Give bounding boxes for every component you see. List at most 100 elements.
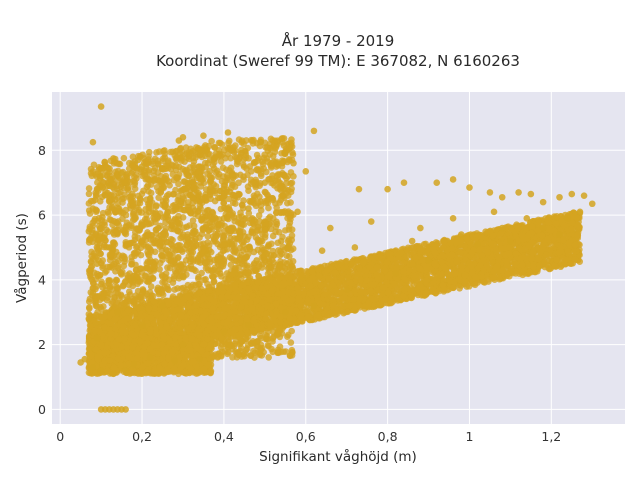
scatter-point (228, 240, 236, 248)
scatter-point (85, 227, 93, 235)
x-tick-label: 0,2 (132, 429, 152, 444)
scatter-point (85, 315, 93, 323)
scatter-point (110, 370, 117, 378)
scatter-point (130, 276, 138, 284)
scatter-point (400, 179, 408, 186)
x-axis-ticks: 0 0,2 0,4 0,6 0,8 1 1,2 (56, 429, 561, 444)
chart-title-line-1: År 1979 - 2019 (282, 31, 395, 50)
scatter-point (490, 208, 498, 216)
scatter-point (302, 168, 310, 175)
scatter-point (527, 190, 535, 198)
scatter-point (539, 224, 547, 232)
scatter-point (556, 231, 563, 238)
scatter-point (425, 257, 432, 264)
scatter-point (515, 189, 522, 196)
scatter-point (134, 156, 142, 164)
y-tick-label: 0 (38, 402, 46, 417)
scatter-point (97, 367, 105, 374)
scatter-point (171, 357, 179, 365)
scatter-point (163, 211, 170, 219)
scatter-point (449, 215, 457, 222)
scatter-point (89, 205, 97, 212)
scatter-point (327, 224, 334, 232)
scatter-point (89, 364, 97, 371)
scatter-point (486, 189, 494, 196)
scatter-point (245, 205, 252, 212)
scatter-point (261, 179, 269, 186)
scatter-point (498, 193, 506, 201)
scatter-point (224, 129, 232, 136)
scatter-point (277, 237, 285, 245)
scatter-point (179, 273, 187, 280)
scatter-point (355, 185, 363, 193)
scatter-point (580, 192, 588, 199)
scatter-point (290, 159, 297, 167)
scatter-point (155, 224, 162, 232)
scatter-point (97, 172, 105, 180)
scatter-point (539, 198, 547, 206)
x-tick-label: 1 (465, 429, 473, 444)
scatter-point (97, 103, 105, 110)
scatter-point (310, 302, 318, 310)
scatter-point (122, 367, 129, 374)
scatter-point (118, 169, 125, 177)
scatter-point (110, 155, 117, 162)
scatter-point (384, 185, 391, 193)
scatter-point (498, 224, 506, 232)
scatter-point (367, 218, 375, 225)
scatter-point (114, 308, 121, 316)
scatter-point (576, 208, 584, 216)
scatter-point (343, 286, 350, 293)
scatter-point (93, 185, 101, 193)
scatter-point (93, 334, 101, 342)
scatter-point (433, 179, 441, 186)
scatter-point (138, 321, 146, 329)
y-tick-label: 2 (38, 337, 46, 352)
scatter-point (281, 308, 289, 316)
scatter-point (310, 127, 318, 135)
y-axis-label: Vågperiod (s) (13, 213, 30, 303)
y-tick-label: 4 (38, 272, 46, 287)
scatter-point (281, 150, 289, 157)
y-axis-ticks: 0 2 4 6 8 (38, 143, 46, 417)
scatter-point (474, 240, 481, 248)
scatter-point (588, 200, 596, 208)
scatter-point (257, 138, 265, 146)
x-tick-label: 0,4 (214, 429, 234, 444)
scatter-point (466, 184, 473, 191)
scatter-point (564, 215, 571, 222)
scatter-point (159, 302, 166, 310)
scatter-point (457, 231, 465, 238)
scatter-point (220, 328, 228, 335)
scatter-point (568, 190, 576, 198)
scatter-point (106, 182, 113, 190)
x-tick-label: 0 (56, 429, 64, 444)
scatter-point (93, 260, 101, 267)
scatter-point (146, 195, 154, 203)
scatter-point (220, 215, 228, 222)
scatter-point (191, 227, 199, 235)
scatter-point (204, 250, 211, 258)
scatter-point (245, 321, 252, 329)
scatter-point (417, 224, 424, 232)
y-tick-label: 6 (38, 208, 46, 223)
scatter-point (146, 354, 154, 361)
scatter-point (81, 355, 89, 363)
scatter-cloud (85, 134, 584, 378)
data-points (77, 103, 596, 413)
scatter-point (318, 247, 326, 255)
scatter-point (138, 163, 146, 170)
scatter-point (130, 360, 138, 368)
chart-title-line-2: Koordinat (Sweref 99 TM): E 367082, N 61… (156, 52, 520, 70)
scatter-point (200, 132, 207, 140)
x-axis-label: Signifikant våghöjd (m) (259, 448, 417, 465)
scatter-point (179, 341, 187, 348)
scatter-point (89, 138, 97, 146)
scatter-point (392, 270, 400, 277)
scatter-point (122, 406, 129, 413)
x-tick-label: 0,8 (378, 429, 398, 444)
scatter-point (408, 237, 416, 245)
scatter-point (196, 355, 203, 363)
y-tick-label: 8 (38, 143, 46, 158)
